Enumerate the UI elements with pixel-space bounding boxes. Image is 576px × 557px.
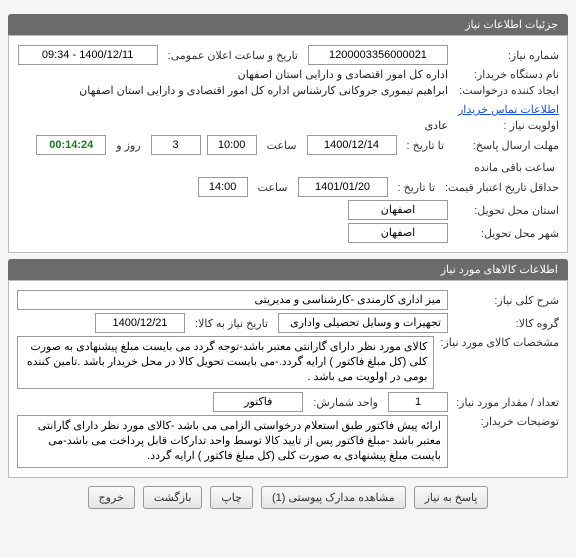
buyer-note-label: توضیحات خریدار: (454, 415, 559, 428)
delivery-province-label: استان محل تحویل: (454, 204, 559, 217)
delivery-city-label: شهر محل تحویل: (454, 227, 559, 240)
days-label: روز و (112, 139, 144, 152)
time-label-2: ساعت (254, 181, 292, 194)
goods-header: اطلاعات کالاهای مورد نیاز (8, 259, 568, 280)
pub-date-label: تاریخ و ساعت اعلان عمومی: (164, 49, 302, 62)
contact-link[interactable]: اطلاعات تماس خریدار (458, 103, 559, 116)
requester-label: ایجاد کننده درخواست: (454, 84, 559, 97)
remain-label: ساعت باقی مانده (470, 161, 559, 174)
buyer-org: اداره کل امور اقتصادی و دارایی استان اصف… (238, 68, 448, 81)
qty: 1 (388, 392, 448, 412)
priority: عادی (425, 119, 448, 132)
pub-date: 1400/12/11 - 09:34 (18, 45, 158, 65)
to-date-2: تا تاریخ : (394, 181, 439, 194)
reply-time: 10:00 (207, 135, 257, 155)
requester: ابراهیم تیموری جروکانی کارشناس اداره کل … (79, 84, 448, 97)
group-label: گروه کالا: (454, 317, 559, 330)
reply-button[interactable]: پاسخ به نیاز (414, 486, 489, 509)
qty-label: تعداد / مقدار مورد نیاز: (454, 396, 559, 409)
general-desc: میز اداری کارمندی -کارشناسی و مدیریتی (17, 290, 448, 310)
price-validity-label: حداقل تاریخ اعتبار قیمت: (445, 181, 559, 194)
goods-deadline-label: تاریخ نیاز به کالا: (191, 317, 272, 330)
price-date: 1401/01/20 (298, 177, 388, 197)
need-info-body: شماره نیاز: 1200003356000021 تاریخ و ساع… (8, 35, 568, 253)
goods-body: شرح کلی نیاز: میز اداری کارمندی -کارشناس… (8, 280, 568, 478)
spec: کالای مورد نظر دارای گارانتی معتبر باشد-… (17, 336, 434, 389)
buyer-org-label: نام دستگاه خریدار: (454, 68, 559, 81)
spec-label: مشخصات کالای مورد نیاز: (440, 336, 559, 349)
button-bar: پاسخ به نیاز مشاهده مدارک پیوستی (1) چاپ… (8, 486, 568, 509)
print-button[interactable]: چاپ (210, 486, 253, 509)
reply-date: 1400/12/14 (307, 135, 397, 155)
remain: 00:14:24 (36, 135, 106, 155)
price-time: 14:00 (198, 177, 248, 197)
back-button[interactable]: بازگشت (143, 486, 203, 509)
delivery-city: اصفهان (348, 223, 448, 243)
reply-deadline-label: مهلت ارسال پاسخ: (454, 139, 559, 152)
need-number: 1200003356000021 (308, 45, 448, 65)
need-info-header: جزئیات اطلاعات نیاز (8, 14, 568, 35)
delivery-province: اصفهان (348, 200, 448, 220)
unit: فاکتور (213, 392, 303, 412)
attachments-button[interactable]: مشاهده مدارک پیوستی (1) (261, 486, 406, 509)
group: تجهیزات و وسایل تحصیلی واداری (278, 313, 448, 333)
exit-button[interactable]: خروج (88, 486, 135, 509)
general-desc-label: شرح کلی نیاز: (454, 294, 559, 307)
time-label-1: ساعت (263, 139, 301, 152)
need-number-label: شماره نیاز: (454, 49, 559, 62)
days: 3 (151, 135, 201, 155)
priority-label: اولویت نیاز : (454, 119, 559, 132)
to-date-1: تا تاریخ : (403, 139, 448, 152)
buyer-note: ارائه پیش فاکتور طبق استعلام درخواستی ال… (17, 415, 448, 468)
goods-deadline: 1400/12/21 (95, 313, 185, 333)
unit-label: واحد شمارش: (309, 396, 382, 409)
